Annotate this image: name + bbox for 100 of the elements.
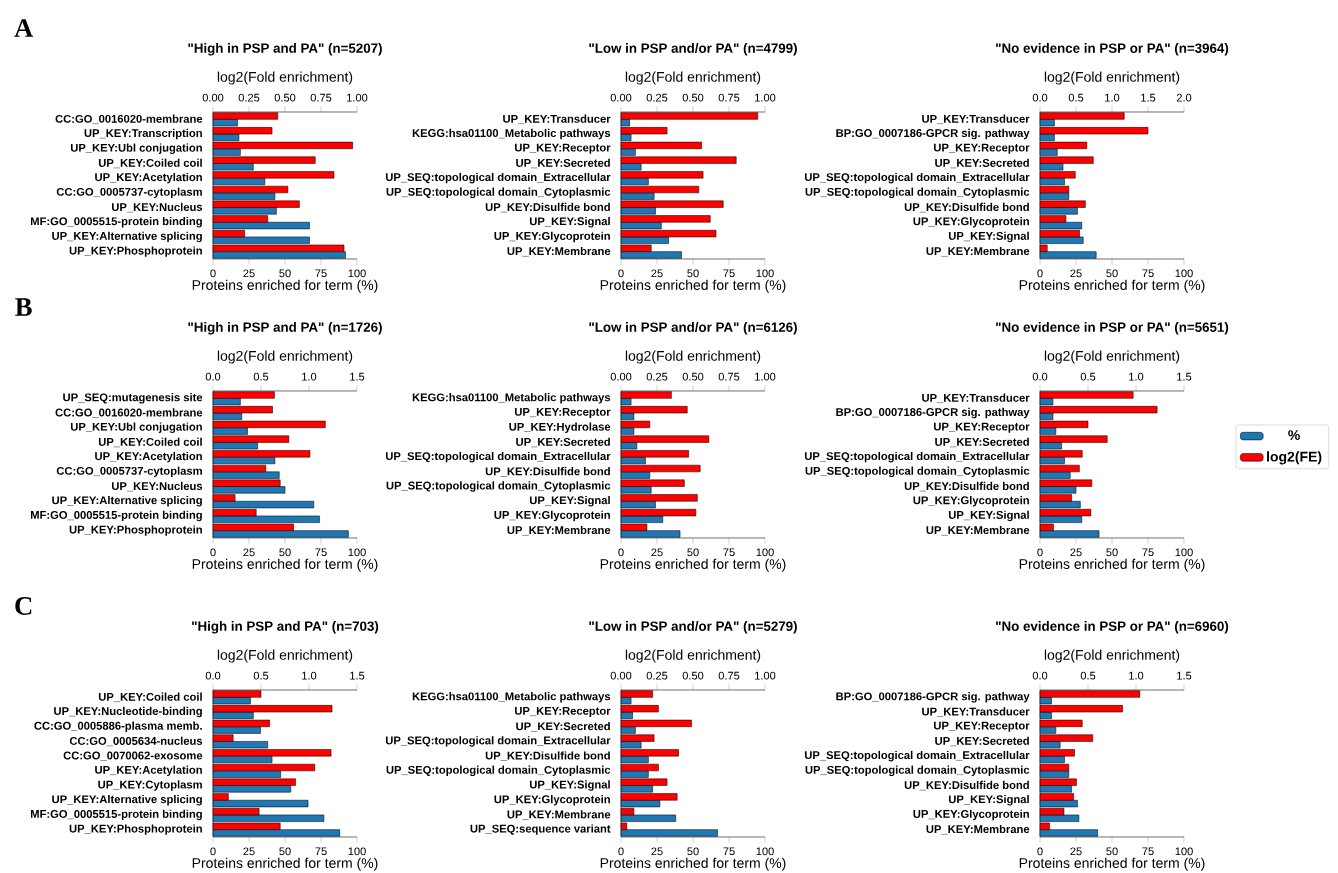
- y-tick-label: UP_KEY:Receptor: [515, 707, 611, 718]
- y-tick-label: UP_KEY:Secreted: [935, 736, 1029, 747]
- y-tick-label: UP_KEY:Acetylation: [95, 765, 202, 777]
- y-tick-label: UP_KEY:Glycoprotein: [494, 795, 610, 806]
- y-tick-label: UP_KEY:Transcription: [84, 128, 202, 140]
- chart-title: "No evidence in PSP or PA" (n=5651): [996, 322, 1229, 335]
- y-tick-label: UP_SEQ:topological domain_Cytoplasmic: [386, 765, 611, 777]
- chart-title: "Low in PSP and/or PA" (n=5279): [589, 621, 797, 634]
- y-tick-label: UP_KEY:Signal: [948, 510, 1029, 522]
- x-axis-title: Proteins enriched for term (%): [192, 279, 378, 293]
- y-tick-label: UP_KEY:Membrane: [507, 525, 611, 536]
- x-axis-title: Proteins enriched for term (%): [1019, 279, 1205, 293]
- x2-tick-label: 0.50: [682, 372, 704, 381]
- y-tick-label: UP_KEY:Membrane: [926, 824, 1030, 835]
- x-tick-label: 0: [210, 847, 216, 856]
- x2-axis-title: log2(Fold enrichment): [1044, 649, 1180, 663]
- x-tick-label: 100: [756, 847, 774, 856]
- legend-label: log2(FE): [1267, 451, 1322, 465]
- y-tick-label: KEGG:hsa01100_Metabolic pathways: [412, 692, 611, 703]
- x-axis-title: Proteins enriched for term (%): [600, 857, 786, 871]
- y-tick-label: UP_KEY:Membrane: [507, 810, 611, 820]
- y-tick-label: UP_SEQ:topological domain_Extracellular: [804, 451, 1030, 463]
- y-tick-label: UP_KEY:Secreted: [516, 721, 610, 732]
- x-axis-title: Proteins enriched for term (%): [1019, 857, 1205, 871]
- x2-axis-title: log2(Fold enrichment): [217, 71, 353, 85]
- y-tick-label: UP_SEQ:topological domain_Extracellular: [385, 736, 611, 747]
- y-tick-label: UP_KEY:Acetylation: [95, 451, 202, 463]
- y-tick-label: CC:GO_0005886-plasma memb.: [34, 721, 202, 732]
- x-tick-label: 0: [618, 269, 624, 278]
- x-tick-label: 25: [243, 269, 255, 278]
- y-tick-label: UP_KEY:Glycoprotein: [494, 510, 610, 522]
- x-axis-title: Proteins enriched for term (%): [600, 279, 786, 293]
- y-tick-label: UP_KEY:Ubl conjugation: [70, 143, 202, 154]
- x2-tick-label: 0.0: [1032, 372, 1048, 381]
- y-tick-label: UP_KEY:Membrane: [926, 246, 1030, 257]
- x2-tick-label: 0.0: [1032, 671, 1048, 680]
- x-tick-label: 50: [687, 269, 699, 278]
- y-tick-label: CC:GO_0005737-cytoplasm: [56, 466, 202, 478]
- x-tick-label: 0: [618, 847, 624, 856]
- x-tick-label: 75: [315, 269, 327, 278]
- y-tick-label: UP_KEY:Coiled coil: [98, 437, 202, 448]
- y-tick-label: KEGG:hsa01100_Metabolic pathways: [412, 128, 611, 140]
- y-tick-label: UP_SEQ:topological domain_Cytoplasmic: [805, 765, 1030, 777]
- x-tick-label: 100: [1175, 269, 1193, 278]
- y-tick-label: UP_KEY:Ubl conjugation: [70, 422, 202, 433]
- y-tick-label: UP_KEY:Coiled coil: [98, 692, 202, 703]
- x2-axis-title: log2(Fold enrichment): [625, 649, 761, 663]
- x-tick-label: 75: [1142, 548, 1154, 557]
- y-tick-label: UP_KEY:Receptor: [515, 408, 611, 419]
- x-tick-label: 100: [348, 269, 366, 278]
- x-axis-title: Proteins enriched for term (%): [192, 857, 378, 871]
- x-tick-label: 75: [723, 548, 735, 557]
- chart-title: "No evidence in PSP or PA" (n=3964): [996, 43, 1229, 56]
- x-tick-label: 100: [348, 548, 366, 557]
- y-tick-label: UP_KEY:Disulfide bond: [485, 467, 610, 477]
- x-tick-label: 25: [651, 269, 663, 278]
- y-tick-label: UP_SEQ:topological domain_Cytoplasmic: [805, 187, 1030, 199]
- y-tick-label: UP_KEY:Glycoprotein: [913, 217, 1029, 228]
- y-tick-label: CC:GO_0070062-exosome: [63, 751, 203, 761]
- x2-tick-label: 0.75: [718, 93, 740, 102]
- x2-tick-label: 0.25: [646, 372, 668, 381]
- x2-tick-label: 0.00: [610, 671, 632, 680]
- y-tick-label: UP_KEY:Acetylation: [95, 172, 202, 184]
- text: C: [15, 597, 32, 615]
- y-tick-label: UP_KEY:Disulfide bond: [485, 751, 610, 761]
- x2-axis-title: log2(Fold enrichment): [217, 350, 353, 364]
- y-tick-label: UP_KEY:Secreted: [935, 437, 1029, 448]
- y-tick-label: BP:GO_0007186-GPCR sig. pathway: [836, 692, 1030, 703]
- y-tick-label: UP_KEY:Transducer: [922, 114, 1030, 125]
- y-tick-label: UP_KEY:Alternative splicing: [52, 231, 202, 243]
- y-tick-label: UP_KEY:Alternative splicing: [52, 794, 202, 806]
- x2-axis-title: log2(Fold enrichment): [625, 71, 761, 85]
- x-tick-label: 0: [1037, 269, 1043, 278]
- x-tick-label: 25: [651, 548, 663, 557]
- x-tick-label: 100: [756, 269, 774, 278]
- x2-tick-label: 1.00: [755, 93, 776, 102]
- x-axis-title: Proteins enriched for term (%): [600, 558, 786, 572]
- x-tick-label: 75: [723, 847, 735, 856]
- x-tick-label: 25: [243, 548, 255, 557]
- x-tick-label: 75: [1142, 847, 1154, 856]
- y-tick-label: UP_KEY:Receptor: [934, 143, 1030, 154]
- x2-tick-label: 0.5: [1080, 671, 1096, 680]
- x-tick-label: 50: [687, 548, 699, 557]
- x2-tick-label: 1.00: [347, 93, 368, 102]
- chart-title: "High in PSP and PA" (n=1726): [188, 322, 382, 335]
- x2-tick-label: 1.5: [1141, 93, 1156, 102]
- x2-tick-label: 0.0: [205, 671, 221, 680]
- y-tick-label: CC:GO_0016020-membrane: [55, 114, 203, 125]
- x-tick-label: 25: [651, 847, 663, 856]
- x-tick-label: 50: [1106, 847, 1118, 856]
- y-tick-label: UP_KEY:Phosphoprotein: [69, 824, 202, 835]
- y-tick-label: UP_KEY:Transducer: [922, 393, 1030, 404]
- x-tick-label: 50: [279, 847, 291, 856]
- y-tick-label: UP_KEY:Secreted: [935, 158, 1029, 169]
- y-tick-label: UP_KEY:Phosphoprotein: [69, 525, 202, 536]
- chart-title: "Low in PSP and/or PA" (n=6126): [589, 322, 797, 335]
- x-tick-label: 0: [210, 548, 216, 557]
- y-tick-label: UP_KEY:Transducer: [503, 114, 611, 125]
- y-tick-label: UP_SEQ:mutagenesis site: [63, 393, 203, 404]
- x2-tick-label: 0.75: [718, 671, 740, 680]
